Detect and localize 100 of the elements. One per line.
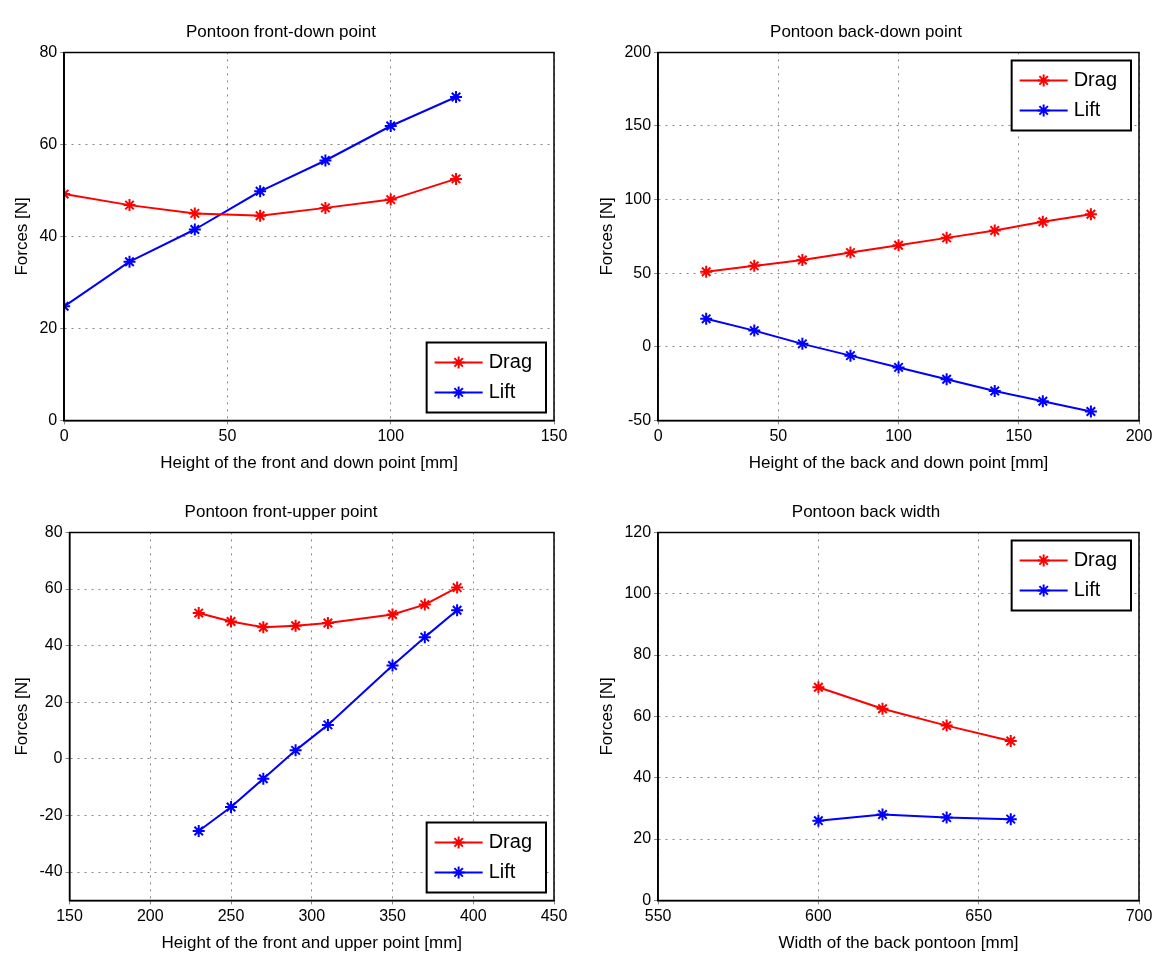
legend-label: Drag (1073, 547, 1118, 570)
y-tick-label: 0 (48, 410, 58, 428)
point (747, 323, 762, 338)
point (450, 603, 465, 618)
point (191, 606, 206, 621)
y-tick-label: -20 (39, 805, 63, 823)
x-axis-title: Width of the back pontoon [mm] (778, 933, 1019, 953)
chart-title: Pontoon front-upper point (184, 501, 378, 521)
x-tick-label: 600 (805, 907, 832, 925)
point (939, 230, 954, 245)
x-tick-label: 150 (540, 427, 568, 445)
point (987, 223, 1002, 238)
point (450, 580, 465, 595)
legend-label: Drag (488, 829, 533, 852)
y-axis-title: Forces [N] (596, 677, 616, 756)
y-tick-label: 120 (624, 522, 652, 540)
point (256, 771, 271, 786)
point (320, 615, 335, 630)
point (187, 206, 202, 221)
point (843, 245, 858, 260)
y-tick-label: 200 (624, 42, 652, 60)
x-tick-label: 0 (653, 427, 663, 445)
x-tick-label: 300 (298, 907, 326, 925)
point (987, 383, 1002, 398)
y-axis-title: Forces [N] (11, 197, 31, 276)
point (449, 171, 464, 186)
x-axis-title: Height of the front and down point [mm] (160, 453, 458, 473)
y-tick-label: 50 (633, 263, 652, 281)
point (256, 620, 271, 635)
point (747, 258, 762, 273)
point (699, 264, 714, 279)
point (1035, 214, 1050, 229)
legend-label: Lift (488, 859, 516, 882)
y-axis-title: Forces [N] (596, 197, 616, 276)
chart-title: Pontoon back-down point (770, 21, 963, 41)
y-tick-label: 20 (633, 829, 652, 847)
x-tick-label: 550 (644, 907, 672, 925)
point (122, 254, 137, 269)
x-tick-label: 50 (769, 427, 788, 445)
point (875, 701, 890, 716)
point (811, 813, 826, 828)
y-tick-label: 80 (39, 42, 58, 60)
x-axis-title: Height of the back and down point [mm] (748, 453, 1049, 473)
y-tick-label: 0 (53, 749, 63, 767)
point (383, 119, 398, 133)
point (318, 200, 333, 215)
x-tick-label: 350 (379, 907, 406, 925)
chart-title: Pontoon back width (791, 501, 941, 521)
y-tick-label: 40 (39, 226, 58, 244)
point (385, 607, 400, 622)
y-tick-label: -50 (627, 410, 652, 428)
y-tick-label: -40 (39, 862, 63, 880)
x-tick-label: 50 (218, 427, 237, 445)
legend-label: Lift (1073, 577, 1101, 600)
x-tick-label: 200 (1125, 427, 1153, 445)
y-tick-label: 60 (633, 706, 652, 724)
point (417, 630, 432, 645)
y-tick-label: 100 (624, 190, 652, 208)
point (795, 252, 810, 267)
x-tick-label: 150 (1005, 427, 1033, 445)
y-tick-label: 20 (39, 318, 58, 336)
point (187, 222, 202, 237)
point (253, 208, 268, 223)
x-tick-label: 650 (965, 907, 993, 925)
legend-label: Lift (1073, 97, 1101, 120)
point (811, 680, 826, 695)
point (224, 799, 239, 814)
point (288, 743, 303, 758)
point (891, 238, 906, 253)
point (320, 717, 335, 732)
point (253, 184, 268, 199)
x-axis-title: Height of the front and upper point [mm] (161, 933, 463, 953)
point (875, 807, 890, 822)
y-tick-label: 0 (642, 890, 652, 908)
x-tick-label: 100 (377, 427, 405, 445)
y-tick-label: 40 (44, 636, 63, 654)
point (1035, 394, 1050, 409)
x-tick-label: 400 (459, 907, 487, 925)
x-tick-label: 700 (1125, 907, 1153, 925)
y-tick-label: 100 (624, 584, 652, 602)
point (191, 824, 206, 839)
point (939, 810, 954, 825)
point (417, 597, 432, 612)
legend-label: Drag (1073, 67, 1118, 90)
point (699, 311, 714, 326)
point (224, 614, 239, 629)
x-tick-label: 200 (136, 907, 164, 925)
y-tick-label: 60 (39, 134, 58, 152)
point (383, 192, 398, 207)
point (318, 153, 333, 168)
legend-label: Lift (488, 379, 516, 402)
chart-title: Pontoon front-down point (186, 21, 377, 41)
point (1003, 812, 1018, 827)
point (1003, 733, 1018, 748)
point (939, 372, 954, 387)
y-tick-label: 20 (44, 692, 63, 710)
y-tick-label: 150 (624, 116, 652, 134)
y-tick-label: 40 (633, 768, 652, 786)
legend-label: Drag (488, 349, 533, 372)
point (891, 360, 906, 375)
